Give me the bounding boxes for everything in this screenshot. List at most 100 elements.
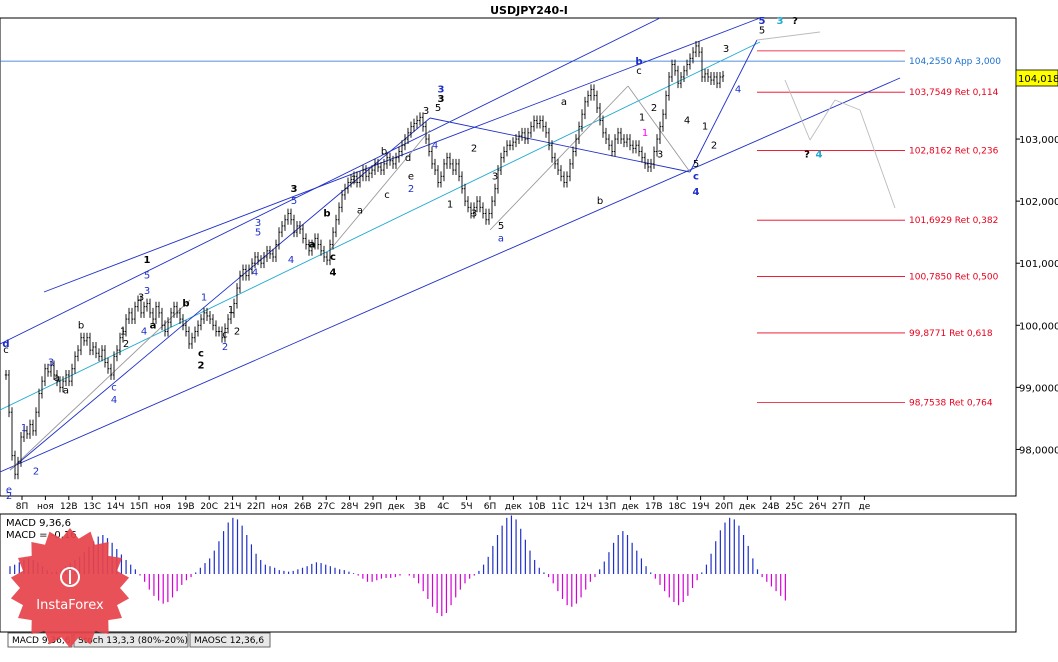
macd-histogram [9,515,786,617]
time-tick-label: 8П [16,502,29,512]
price-tick-label: 99,0000 [1019,383,1058,394]
level-lines: 104,2550 App 3,000 103,7549 Ret 0,114 102,… [0,50,1001,409]
time-tick-label: ноя [154,502,171,512]
wave-label: 1 [447,199,453,210]
wave-label: c [3,345,9,356]
wave-label: 4 [684,116,690,127]
wave-label: 5 [144,271,150,282]
wave-label: 3 [138,292,144,303]
wave-label: 5 [498,221,504,232]
time-tick-label: 19В [177,502,195,512]
main-plot-area [0,17,1017,497]
fib-level-label: 99,8771 Ret 0,618 [909,329,993,339]
wave-label: 3 [777,16,784,27]
wave-label: 4 [735,84,741,95]
wave-label: 5 [693,159,699,170]
wave-labels: dce2123aabc41234153ab1c22c12435435abc41a… [2,16,822,502]
trend-line [9,299,191,471]
wave-label: ? [804,150,810,161]
wave-label: c [330,252,336,263]
wave-label: a [561,97,567,108]
wave-label: a [54,373,60,384]
wave-label: b [597,196,603,207]
trend-line [429,117,691,173]
trend-line [809,99,836,141]
time-tick-label: 10В [528,502,546,512]
tab-macd-label: MACD 9,36,6 [12,636,71,646]
wave-label: b [635,57,642,68]
time-tick-label: 21Ч [224,502,242,512]
macd-label-2: MACD = -0,16 [6,530,77,541]
wave-label: 1 [201,292,207,303]
fib-level-label: 103,7549 Ret 0,114 [909,88,999,98]
wave-label: 4 [816,150,823,161]
wave-label: d [405,153,411,164]
wave-label: c [636,66,642,77]
trend-line [329,129,431,251]
fib-level-label: 102,8162 Ret 0,236 [909,146,999,156]
wave-label: 1 [351,175,357,186]
wave-label: a [357,206,363,217]
wave-label: 2 [6,491,12,502]
wave-label: c [222,330,228,341]
wave-label: 2 [123,339,129,350]
time-tick-label: 27С [317,502,335,512]
wave-label: d [2,339,9,350]
fib-level-label: 100,7850 Ret 0,500 [909,273,999,283]
wave-label: 3 [255,218,261,229]
wave-label: 3 [48,358,54,369]
trend-line [0,77,901,473]
time-tick-label: 17В [645,502,663,512]
trend-line [859,109,896,209]
current-price-box [1015,69,1058,87]
wave-label: a [309,240,316,251]
time-tick-label: 20С [200,502,218,512]
trend-line [489,85,629,231]
trend-line [689,39,758,173]
wave-label: 2 [408,184,414,195]
trend-line [0,41,761,411]
wave-label: 3 [492,171,498,182]
tab-maosc-label: MAOSC 12,36,6 [194,636,264,646]
wave-label: 2 [651,103,657,114]
wave-label: 2 [711,140,717,151]
time-tick-label: 13П [598,502,616,512]
wave-label: c [384,190,390,201]
wave-label: 3 [144,286,150,297]
time-tick-label: 26Ч [809,502,827,512]
time-tick-label: 27П [832,502,850,512]
fib-level-label: 101,6929 Ret 0,382 [909,216,998,226]
tab-maosc[interactable] [189,632,271,648]
time-tick-label: 29П [364,502,382,512]
price-axis: 104,0000103,0000102,0000101,0000100,0000… [1016,73,1058,456]
wave-label: 5 [759,16,766,27]
wave-label: c [693,171,699,182]
wave-label: 5 [255,227,261,238]
wave-label: ? [792,16,798,27]
time-tick-label: 25С [785,502,803,512]
wave-label: b [323,209,330,220]
wave-label: 5 [291,196,297,207]
wave-label: 2 [222,342,228,353]
wave-label: 4 [693,187,700,198]
wave-label: b [182,299,189,310]
time-tick-label: 4С [437,502,449,512]
wave-label: 4 [330,268,337,279]
wave-label: 1 [642,128,648,139]
time-tick-label: 26В [294,502,312,512]
wave-label: 2 [471,143,477,154]
wave-label: 3 [471,209,477,220]
time-tick-label: 11С [551,502,569,512]
wave-label: 3 [438,94,445,105]
wave-label: 1 [639,112,645,123]
current-price-label: 104,018 [1018,74,1058,85]
time-tick-label: де [859,502,871,512]
price-tick-label: 103,0000 [1019,135,1058,146]
wave-label: a [63,386,69,397]
wave-label: b [381,147,387,158]
time-tick-label: дек [505,502,523,512]
time-tick-label: 20П [715,502,733,512]
wave-label: 4 [432,140,438,151]
time-tick-label: 18С [668,502,686,512]
